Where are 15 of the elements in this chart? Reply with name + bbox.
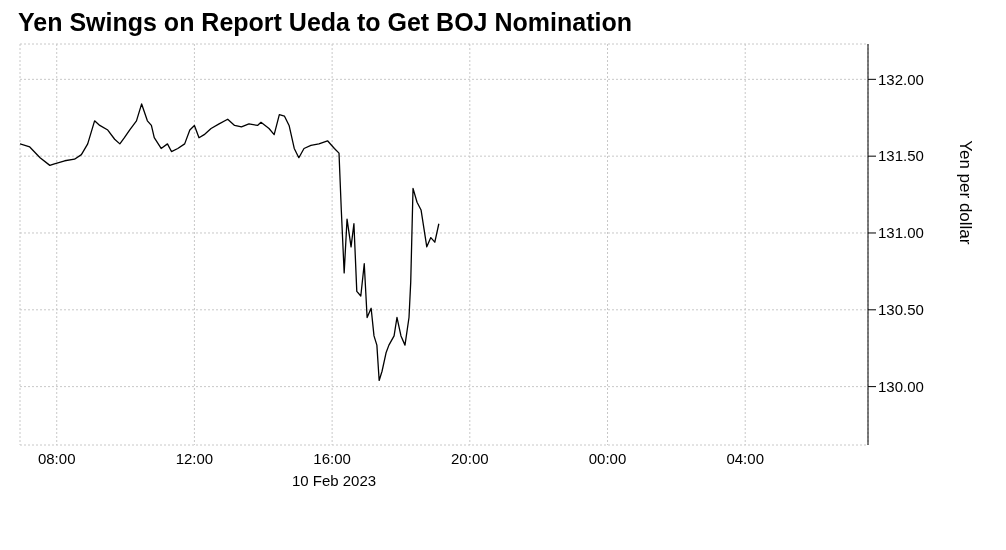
x-tick-label: 00:00 [588,449,627,467]
x-tick-label: 04:00 [726,449,764,467]
x-axis-title: 10 Feb 2023 [291,471,377,489]
y-tick-label: 130.00 [878,377,924,395]
x-tick-label: 16:00 [313,449,351,467]
x-tick-label: 20:00 [451,449,489,467]
chart-title: Yen Swings on Report Ueda to Get BOJ Nomination [18,8,633,38]
y-tick-label: 132.00 [878,70,924,88]
y-axis-title: Yen per dollar [955,140,975,245]
y-tick-label: 131.50 [878,147,924,165]
y-tick-label: 131.00 [878,224,924,242]
line-series [20,103,440,382]
x-tick-label: 12:00 [175,449,214,467]
x-tick-label: 08:00 [37,449,76,467]
y-tick-label: 130.50 [878,301,924,319]
